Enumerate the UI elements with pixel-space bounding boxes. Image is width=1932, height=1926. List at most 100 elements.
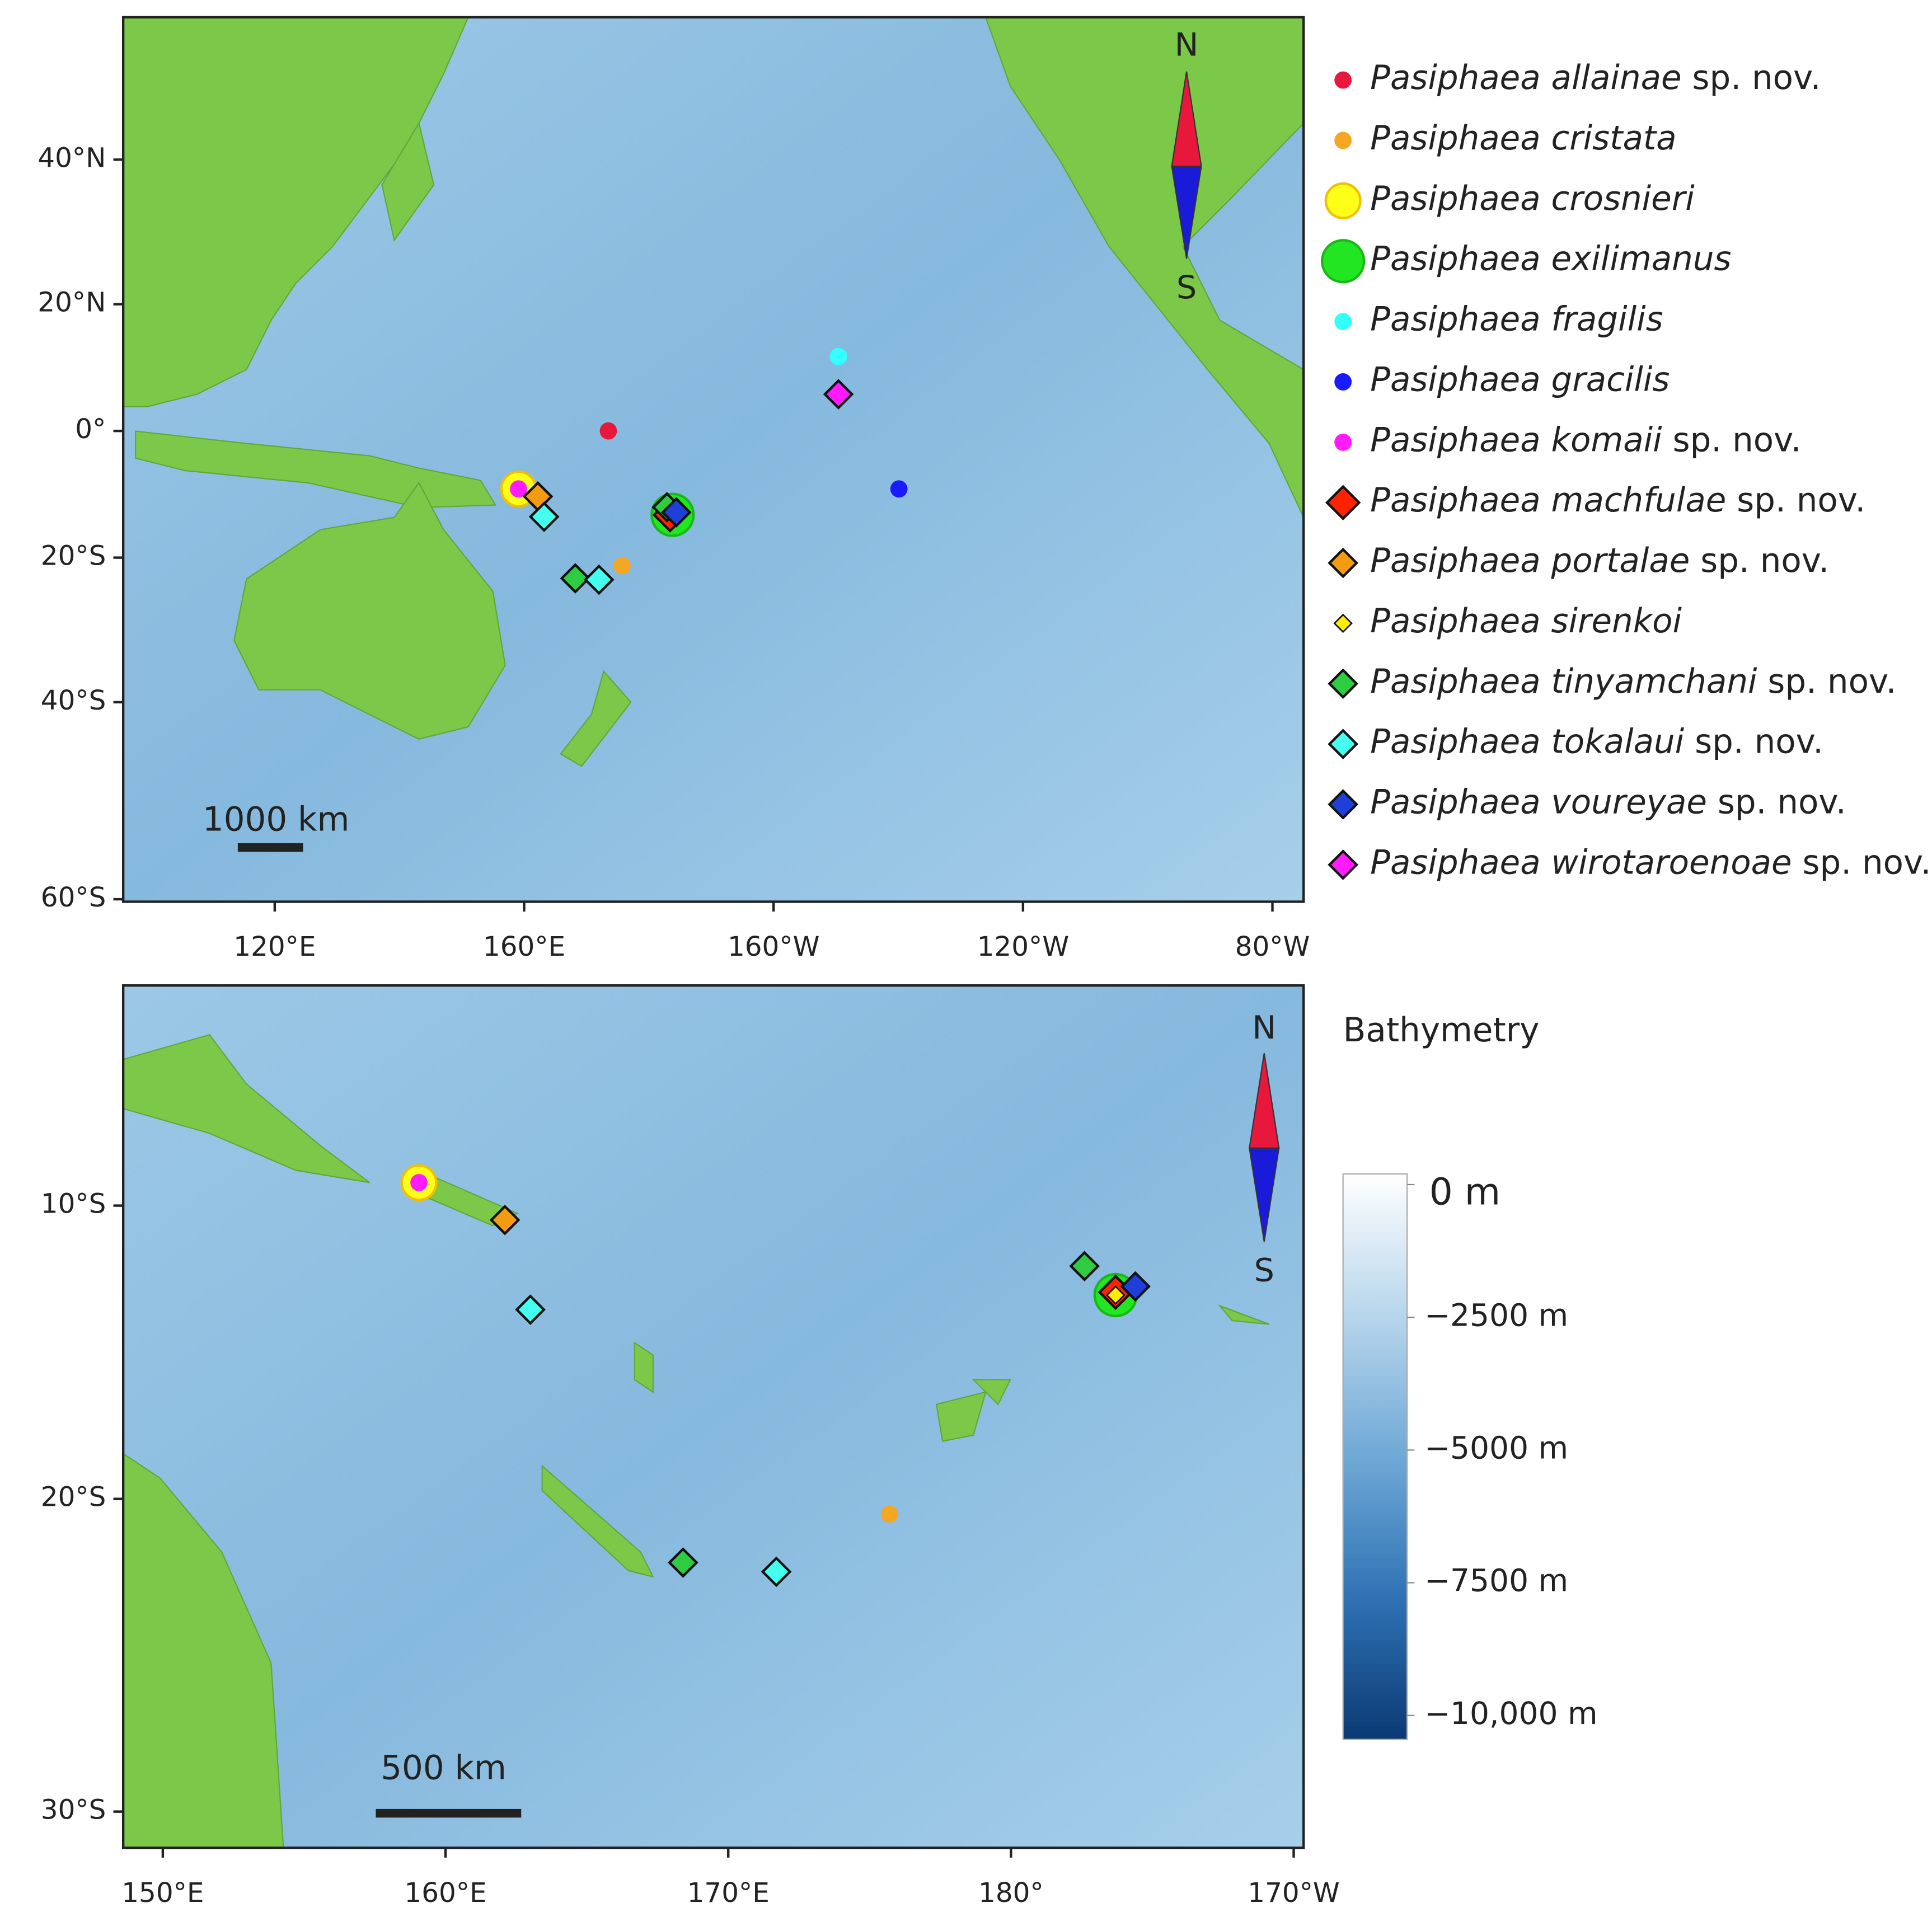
compass-label: S: [1176, 269, 1197, 306]
marker: [829, 347, 847, 365]
species-note: sp. nov.: [1737, 481, 1865, 520]
species-name: Pasiphaea wirotaroenoae: [1370, 844, 1792, 882]
legend-entry: Pasiphaea tinyamchani sp. nov.: [1370, 663, 1896, 701]
y-tick-label: 20°S: [41, 541, 106, 572]
compass-south: [1249, 1147, 1280, 1242]
marker: [1334, 71, 1352, 89]
marker: [661, 497, 692, 528]
map-background: [123, 985, 1304, 1848]
species-name: Pasiphaea tinyamchani: [1370, 663, 1757, 701]
legend-entry: Pasiphaea allainae sp. nov.: [1370, 59, 1821, 97]
species-name: Pasiphaea komaii: [1370, 421, 1662, 459]
colorbar-tick-label: 0 m: [1429, 1171, 1500, 1214]
marker: [1328, 729, 1358, 760]
species-name: Pasiphaea voureyae: [1370, 783, 1707, 822]
land-japan: [381, 121, 435, 242]
overview-map: 120°E 160°E 160°W 120°W 80°W 40°N 20°N 0° 20°S 40…: [37, 16, 1310, 962]
land-samoa: [1218, 1304, 1269, 1325]
marker: [890, 480, 908, 498]
species-name: Pasiphaea portalae: [1370, 542, 1690, 580]
compass-label: N: [1175, 26, 1199, 63]
marker: [1328, 547, 1358, 579]
marker: [1328, 789, 1358, 820]
marker: [1324, 182, 1362, 219]
colorbar-gradient: [1342, 1173, 1408, 1740]
legend-entry: Pasiphaea crosnieri: [1370, 180, 1695, 218]
marker: [599, 422, 617, 440]
species-name: Pasiphaea fragilis: [1370, 300, 1663, 339]
x-tick-label: 160°W: [728, 931, 820, 962]
land-indonesia: [135, 430, 496, 509]
points: [400, 1164, 1151, 1587]
land-americas: [985, 17, 1304, 518]
marker: [560, 563, 591, 594]
x-tick-label: 170°W: [1248, 1877, 1340, 1909]
legend-entry: Pasiphaea tokalaui sp. nov.: [1370, 723, 1823, 762]
colorbar-tick-label: −2500 m: [1424, 1297, 1568, 1333]
marker: [1321, 239, 1366, 284]
x-tick-label: 160°E: [404, 1877, 486, 1909]
species-note: sp. nov.: [1695, 723, 1823, 762]
species-note: sp. nov.: [1700, 542, 1829, 580]
marker: [1325, 485, 1361, 520]
marker: [515, 1294, 546, 1325]
land-vanuatu: [634, 1341, 654, 1393]
y-tick-label: 20°S: [41, 1482, 106, 1513]
y-tick-label: 60°S: [41, 882, 106, 913]
colorbar-tick-label: −7500 m: [1424, 1563, 1568, 1599]
y-tick-label: 40°N: [37, 142, 106, 173]
marker: [410, 1174, 428, 1191]
land-new-zealand: [560, 670, 632, 767]
x-tick-label: 120°E: [233, 931, 316, 962]
marker: [1328, 668, 1358, 699]
land-fiji: [935, 1391, 987, 1443]
land-png: [123, 1034, 371, 1183]
legend-entry: Pasiphaea komaii sp. nov.: [1370, 421, 1801, 459]
species-note: sp. nov.: [1767, 663, 1896, 701]
ocean: [123, 985, 1304, 1848]
marker: [1069, 1251, 1100, 1282]
marker: [510, 480, 527, 498]
marker: [1334, 373, 1352, 391]
legend-entry: Pasiphaea voureyae sp. nov.: [1370, 783, 1846, 822]
marker: [1328, 849, 1358, 880]
legend-entry: Pasiphaea sirenkoi: [1370, 602, 1682, 641]
legend: Pasiphaea allainae sp. nov. Pasiphaea cri…: [1321, 59, 1931, 882]
species-name: Pasiphaea allainae: [1370, 59, 1682, 97]
legend-entry: Pasiphaea machfulae sp. nov.: [1370, 481, 1865, 520]
colorbar: Bathymetry 0 m −2500 m −5000 m −7500 m −10,0…: [1342, 1011, 1598, 1740]
species-name: Pasiphaea sirenkoi: [1370, 602, 1682, 641]
species-note: sp. nov.: [1673, 421, 1802, 459]
compass-label: N: [1252, 1009, 1276, 1046]
land-australia: [233, 481, 506, 740]
map-frame: [121, 16, 1305, 903]
colorbar-tick-label: −10,000 m: [1424, 1695, 1598, 1731]
legend-entry: Pasiphaea fragilis: [1370, 300, 1663, 339]
colorbar-title: Bathymetry: [1343, 1011, 1540, 1050]
species-name: Pasiphaea exilimanus: [1370, 240, 1731, 279]
compass-south: [1171, 166, 1202, 259]
x-tick-label: 170°E: [687, 1877, 770, 1909]
species-name: Pasiphaea cristata: [1370, 119, 1677, 158]
land-australia: [123, 1453, 284, 1848]
marker: [761, 1556, 792, 1587]
scale-bar-label: 500 km: [381, 1749, 507, 1788]
y-tick-label: 20°N: [37, 287, 106, 318]
marker: [489, 1204, 520, 1236]
legend-entry: Pasiphaea cristata: [1370, 119, 1677, 158]
scale-bar-label: 1000 km: [203, 800, 349, 839]
species-name: Pasiphaea machfulae: [1370, 481, 1726, 520]
species-name: Pasiphaea gracilis: [1370, 361, 1670, 400]
y-tick-label: 40°S: [41, 685, 106, 716]
legend-entry: Pasiphaea exilimanus: [1370, 240, 1731, 279]
x-tick-label: 160°E: [483, 931, 565, 962]
y-tick-label: 0°: [75, 414, 106, 445]
species-name: Pasiphaea crosnieri: [1370, 180, 1695, 218]
species-note: sp. nov.: [1692, 59, 1821, 97]
legend-entry: Pasiphaea gracilis: [1370, 361, 1670, 400]
land-fiji: [972, 1379, 1012, 1406]
detail-map: 150°E 160°E 170°E 180° 170°W 10°S 20°S 30°S 500 …: [41, 984, 1340, 1909]
